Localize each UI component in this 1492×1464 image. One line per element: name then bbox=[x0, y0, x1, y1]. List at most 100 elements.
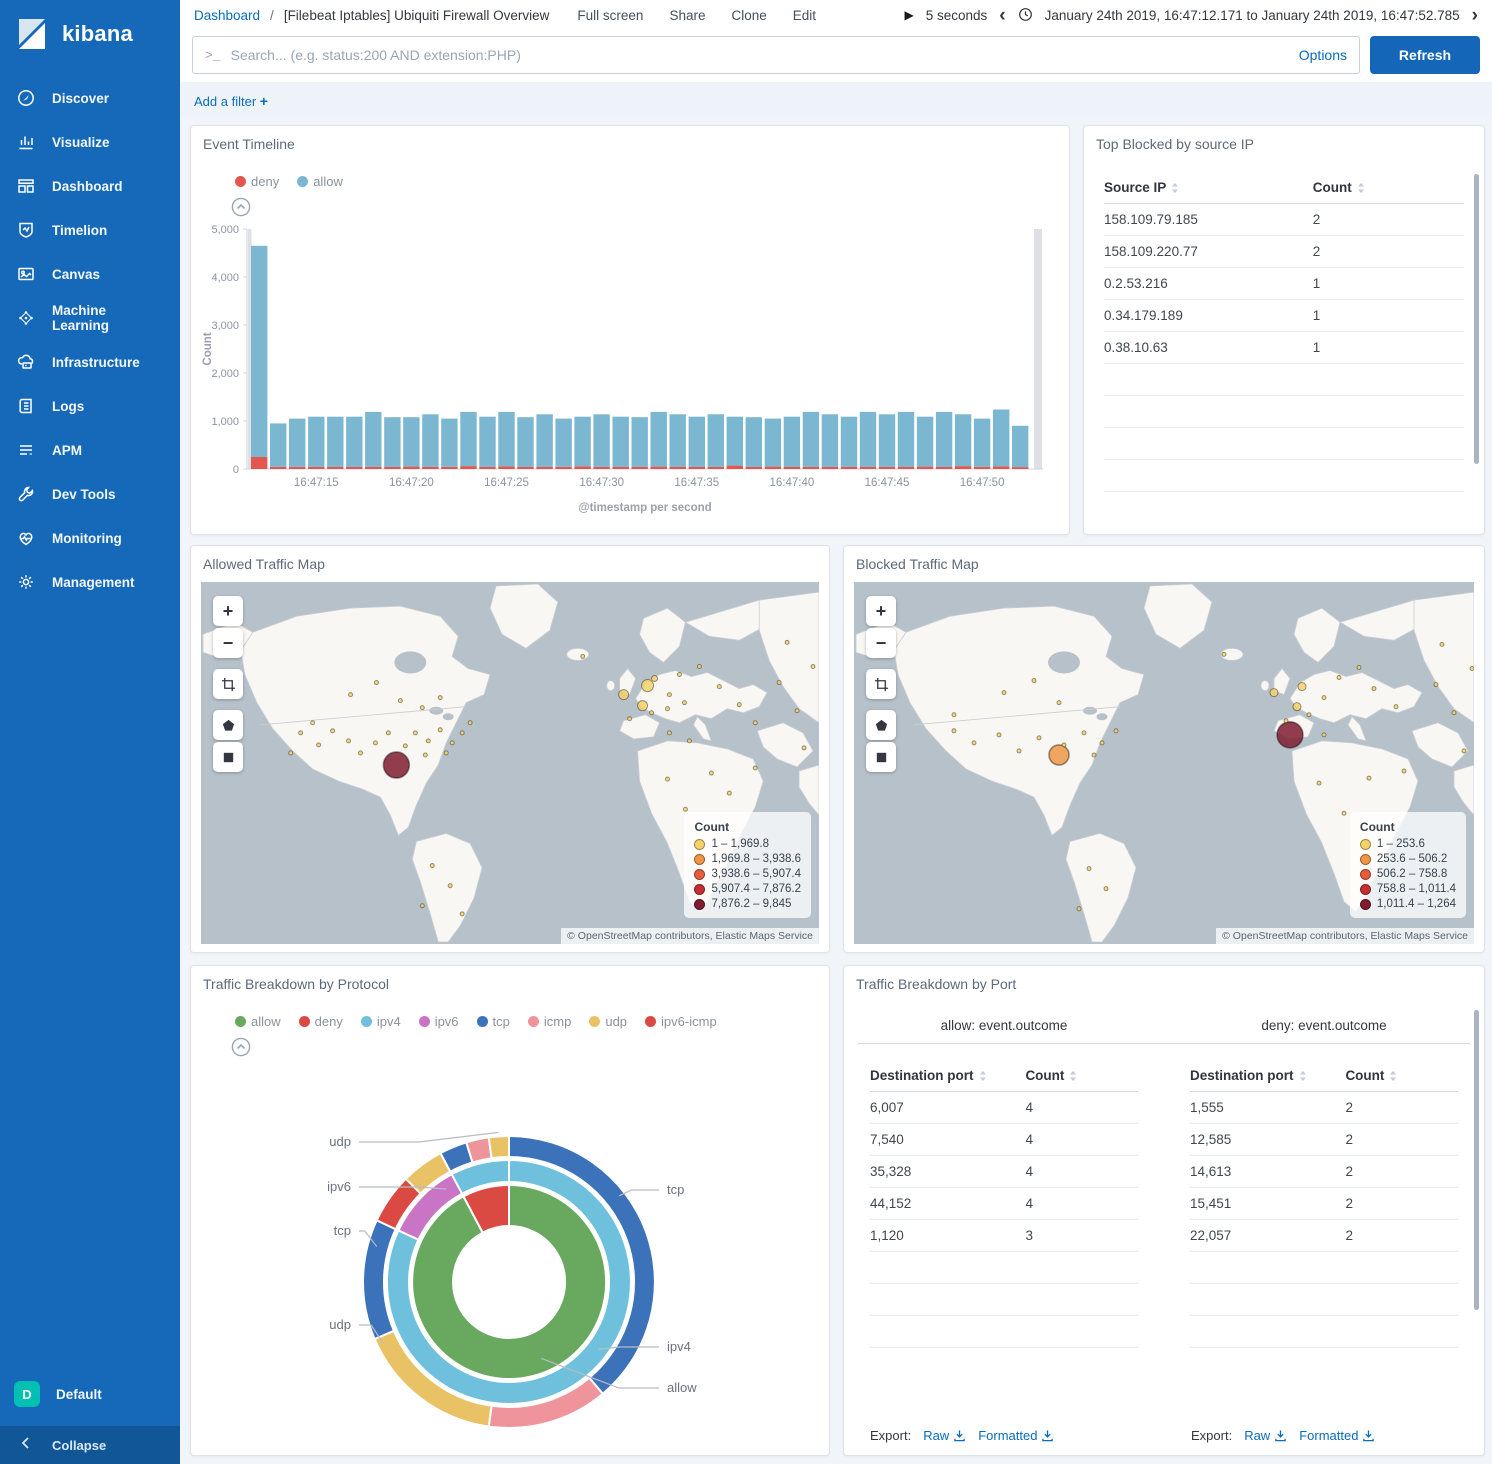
sidebar-item-dev-tools[interactable]: Dev Tools bbox=[0, 472, 180, 516]
bar-allow[interactable] bbox=[1012, 425, 1029, 468]
map-point[interactable] bbox=[1356, 664, 1362, 670]
bar-allow[interactable] bbox=[327, 416, 344, 467]
bar-deny[interactable] bbox=[916, 466, 934, 469]
bar-allow[interactable] bbox=[707, 414, 724, 467]
map-point[interactable] bbox=[618, 689, 630, 701]
bar-deny[interactable] bbox=[783, 466, 801, 469]
map-point[interactable] bbox=[443, 750, 449, 756]
sidebar-collapse-button[interactable]: Collapse bbox=[0, 1426, 180, 1464]
map-point[interactable] bbox=[1113, 728, 1119, 734]
sidebar-item-apm[interactable]: APM bbox=[0, 428, 180, 472]
map-point[interactable] bbox=[996, 732, 1002, 738]
map-point[interactable] bbox=[1001, 690, 1007, 696]
bar-deny[interactable] bbox=[612, 466, 629, 469]
map-point[interactable] bbox=[422, 752, 428, 758]
map-point[interactable] bbox=[467, 720, 473, 726]
map-point[interactable] bbox=[627, 716, 633, 722]
map-point[interactable] bbox=[666, 730, 672, 736]
export-formatted-link[interactable]: Formatted bbox=[1299, 1428, 1375, 1443]
zoom-out-button[interactable]: − bbox=[866, 628, 896, 658]
legend-item-udp[interactable]: udp bbox=[589, 1014, 627, 1029]
bar-allow[interactable] bbox=[993, 409, 1010, 467]
bar-allow[interactable] bbox=[574, 416, 591, 467]
bar-allow[interactable] bbox=[840, 416, 858, 467]
bar-deny[interactable] bbox=[270, 466, 287, 469]
bar-allow[interactable] bbox=[821, 414, 839, 467]
map-point[interactable] bbox=[1439, 641, 1445, 647]
bar-allow[interactable] bbox=[517, 417, 534, 467]
map-point[interactable] bbox=[686, 738, 692, 744]
bar-deny[interactable] bbox=[441, 466, 458, 469]
map-point[interactable] bbox=[310, 720, 316, 726]
menu-item-share[interactable]: Share bbox=[669, 7, 706, 23]
bar-deny[interactable] bbox=[878, 466, 896, 469]
crop-tool-button[interactable] bbox=[213, 669, 243, 699]
legend-item-icmp[interactable]: icmp bbox=[527, 1014, 571, 1029]
sidebar-item-infrastructure[interactable]: Infrastructure bbox=[0, 340, 180, 384]
map-point[interactable] bbox=[1321, 695, 1327, 701]
map-point[interactable] bbox=[637, 700, 649, 712]
bar-deny[interactable] bbox=[536, 466, 553, 469]
column-header-count[interactable]: Count bbox=[1025, 1060, 1138, 1092]
time-forward-icon[interactable]: › bbox=[1471, 4, 1478, 26]
map-point[interactable] bbox=[372, 740, 378, 746]
bar-deny[interactable] bbox=[346, 466, 363, 469]
map-point[interactable] bbox=[429, 863, 435, 869]
export-raw-link[interactable]: Raw bbox=[1244, 1428, 1287, 1443]
bar-deny[interactable] bbox=[574, 466, 591, 469]
bar-deny[interactable] bbox=[897, 466, 915, 469]
bar-allow[interactable] bbox=[764, 418, 782, 467]
scrollbar[interactable] bbox=[1474, 174, 1479, 464]
legend-item-deny[interactable]: deny bbox=[298, 1014, 343, 1029]
bar-deny[interactable] bbox=[289, 466, 306, 469]
sunburst-segment-ipv4[interactable] bbox=[450, 1158, 510, 1196]
sunburst-segment-udp[interactable] bbox=[487, 1134, 510, 1160]
bar-deny[interactable] bbox=[384, 466, 401, 469]
map-point[interactable] bbox=[449, 740, 455, 746]
map-point[interactable] bbox=[357, 750, 363, 756]
map-point[interactable] bbox=[580, 653, 586, 659]
map-point[interactable] bbox=[330, 728, 336, 734]
legend-collapse-icon[interactable] bbox=[231, 1037, 251, 1057]
map-point[interactable] bbox=[649, 710, 655, 716]
sunburst-segment-allow[interactable] bbox=[411, 1183, 608, 1380]
bar-allow[interactable] bbox=[289, 418, 306, 467]
bar-deny[interactable] bbox=[365, 466, 382, 469]
bar-deny[interactable] bbox=[935, 466, 953, 469]
bar-deny[interactable] bbox=[973, 466, 991, 469]
rectangle-tool-button[interactable] bbox=[213, 742, 243, 772]
bar-deny[interactable] bbox=[821, 466, 839, 469]
map-point[interactable] bbox=[971, 740, 977, 746]
menu-item-edit[interactable]: Edit bbox=[792, 7, 817, 23]
crop-tool-button[interactable] bbox=[866, 669, 896, 699]
legend-item-tcp[interactable]: tcp bbox=[476, 1014, 510, 1029]
map-point[interactable] bbox=[1366, 775, 1372, 781]
menu-item-clone[interactable]: Clone bbox=[731, 7, 767, 23]
map-point[interactable] bbox=[736, 702, 742, 708]
map-point[interactable] bbox=[1433, 682, 1439, 688]
bar-deny[interactable] bbox=[460, 466, 477, 469]
bar-allow[interactable] bbox=[308, 416, 325, 467]
bar-deny[interactable] bbox=[954, 466, 972, 469]
map-point[interactable] bbox=[664, 776, 670, 782]
zoom-out-button[interactable]: − bbox=[213, 628, 243, 658]
bar-allow[interactable] bbox=[251, 245, 268, 457]
map-point[interactable] bbox=[664, 706, 670, 712]
map-point[interactable] bbox=[1036, 735, 1042, 741]
add-filter-button[interactable]: Add a filter + bbox=[194, 92, 268, 109]
menu-item-full-screen[interactable]: Full screen bbox=[577, 7, 644, 23]
polygon-tool-button[interactable] bbox=[213, 710, 243, 740]
map-point[interactable] bbox=[651, 675, 659, 683]
map-point[interactable] bbox=[1321, 732, 1327, 738]
map-point[interactable] bbox=[1103, 886, 1109, 892]
map-point[interactable] bbox=[666, 692, 672, 698]
zoom-in-button[interactable]: + bbox=[866, 596, 896, 626]
sidebar-item-monitoring[interactable]: Monitoring bbox=[0, 516, 180, 560]
map-point[interactable] bbox=[1269, 688, 1279, 698]
polygon-tool-button[interactable] bbox=[866, 710, 896, 740]
sidebar-item-machine-learning[interactable]: Machine Learning bbox=[0, 296, 180, 340]
bar-allow[interactable] bbox=[555, 418, 572, 467]
time-back-icon[interactable]: ‹ bbox=[999, 4, 1006, 26]
map-point[interactable] bbox=[1469, 665, 1474, 671]
map-point[interactable] bbox=[316, 742, 322, 748]
